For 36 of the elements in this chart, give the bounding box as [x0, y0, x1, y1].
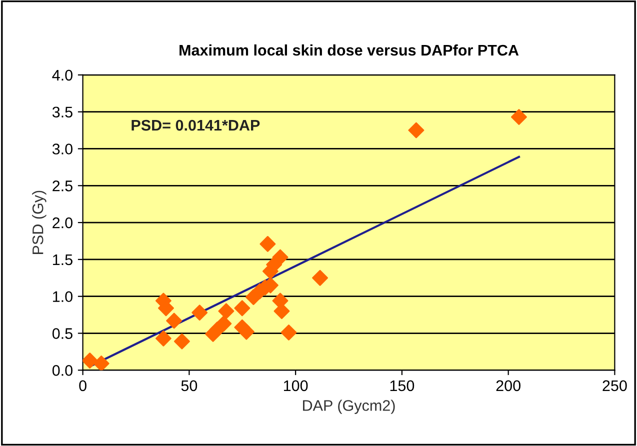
- point: [408, 122, 424, 138]
- point: [510, 109, 527, 125]
- point: [234, 300, 250, 316]
- x-tick-label: 200: [496, 380, 520, 392]
- point: [82, 352, 98, 369]
- y-tick-label: 2.5: [52, 180, 72, 192]
- point: [260, 236, 276, 252]
- point: [218, 303, 234, 320]
- x-tick-label: 100: [284, 380, 308, 392]
- y-tick-label: 4.0: [52, 70, 72, 81]
- y-axis-title: PSD (Gy): [32, 190, 46, 254]
- point: [192, 304, 208, 321]
- point: [272, 249, 288, 266]
- y-tick-label: 3.5: [52, 106, 72, 118]
- y-tick-label: 0.0: [52, 365, 72, 376]
- y-tick-label: 0.5: [52, 328, 72, 339]
- chart-title: Maximum local skin dose versus DAPfor PTCA: [180, 44, 519, 56]
- y-tick-label: 1.0: [53, 291, 72, 302]
- point: [238, 324, 254, 340]
- x-tick-label: 50: [181, 380, 198, 392]
- annotation: PSD= 0.0141*DAP: [132, 120, 260, 131]
- point: [312, 270, 328, 286]
- x-axis-title: DAP (Gycm2): [303, 400, 395, 414]
- point: [155, 330, 172, 346]
- x-tick-label: 250: [602, 380, 627, 392]
- y-tick-label: 2.0: [52, 217, 72, 228]
- point: [166, 312, 182, 329]
- point: [280, 324, 297, 341]
- point: [174, 333, 190, 350]
- x-tick-label: 0: [79, 380, 86, 392]
- point: [274, 303, 290, 320]
- x-tick-label: 150: [390, 380, 414, 392]
- point: [216, 316, 232, 332]
- point: [93, 356, 110, 370]
- y-tick-label: 1.5: [53, 254, 72, 266]
- y-tick-label: 3.0: [52, 144, 72, 154]
